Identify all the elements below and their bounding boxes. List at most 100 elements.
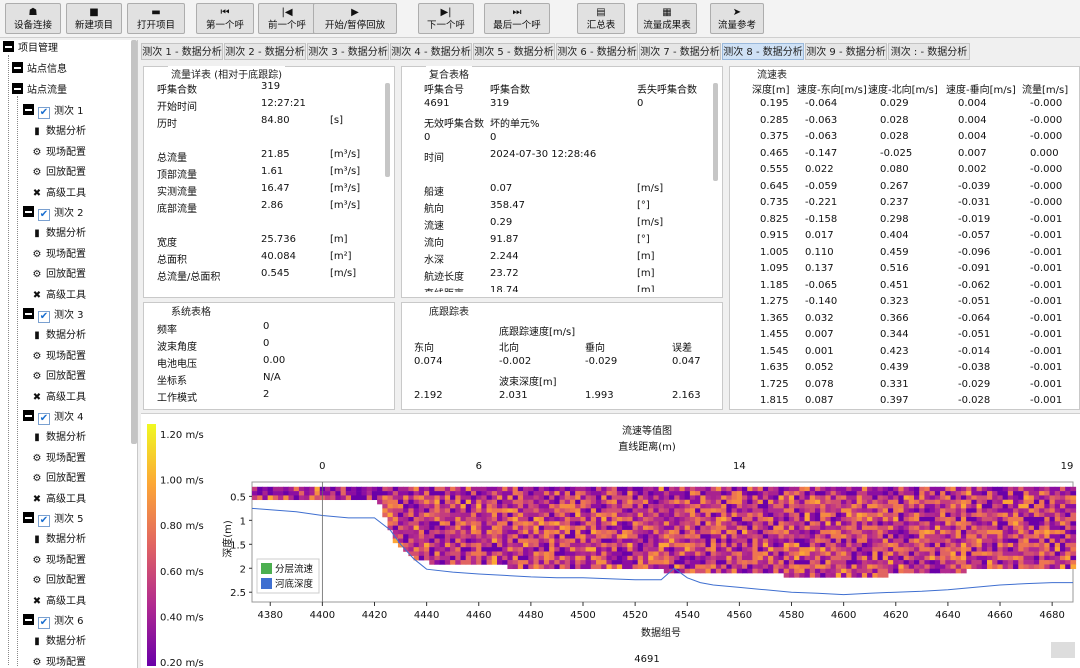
tree-measurement-5-child[interactable]: ✖ 高级工具 [31,592,86,612]
tree-measurement-2-child[interactable]: ⚙ 回放配置 [31,265,86,285]
heatmap-cell [747,491,753,496]
tree-measurement-1-child[interactable]: ⚙ 现场配置 [31,143,86,163]
toolbar-button-3[interactable]: ⏮ 第一个呼 [196,3,254,34]
tree-measurement-6-child[interactable]: ▮ 数据分析 [31,632,86,652]
heatmap-cell [470,542,477,548]
toolbar-button-4[interactable]: |◀ 前一个呼 [258,3,316,34]
tree-measurement-5-child[interactable]: ▮ 数据分析 [31,530,86,550]
collapse-icon[interactable] [23,512,34,523]
heatmap-cell [418,538,425,544]
tree-measurement-5-child[interactable]: ⚙ 现场配置 [31,551,86,571]
collapse-icon[interactable] [3,41,14,52]
checkbox-checked-icon[interactable]: ✔ [38,617,50,629]
collapse-icon[interactable] [23,104,34,115]
heatmap-cell [882,555,889,561]
checkbox-checked-icon[interactable]: ✔ [38,515,50,527]
tree-measurement-3-child[interactable]: ⚙ 回放配置 [31,367,86,387]
tree-measurement-4-child[interactable]: ▮ 数据分析 [31,428,86,448]
bottom-track-title: 底跟踪表 [426,303,472,318]
tree-measurement-6-child[interactable]: ⚙ 现场配置 [31,653,86,668]
tab-measurement-4[interactable]: 测次 4 - 数据分析 [390,43,472,60]
checkbox-checked-icon[interactable]: ✔ [38,209,50,221]
heatmap-cell [809,551,816,557]
heatmap-cell [1070,499,1077,505]
heatmap-cell [825,542,832,548]
heatmap-cell [507,486,514,492]
tab-measurement-6[interactable]: 测次 6 - 数据分析 [556,43,638,60]
checkbox-checked-icon[interactable]: ✔ [38,311,50,323]
tree-measurement-1-child[interactable]: ⚙ 回放配置 [31,163,86,183]
heatmap-cell [413,516,420,522]
heatmap-cell [616,555,623,561]
heatmap-cell [429,542,435,548]
heatmap-cell [408,495,415,501]
toolbar-button-9[interactable]: ▦ 流量成果表 [637,3,697,34]
tree-measurement-5-child[interactable]: ⚙ 回放配置 [31,571,86,591]
tree-measurement-5[interactable]: ✔ 测次 5 [23,510,84,530]
tab-measurement-8[interactable]: 测次 8 - 数据分析 [722,43,804,60]
heatmap-cell [564,525,571,531]
collapse-icon[interactable] [23,614,34,625]
tree-measurement-1[interactable]: ✔ 测次 1 [23,102,84,122]
tree-measurement-3[interactable]: ✔ 测次 3 [23,306,84,326]
toolbar-button-1[interactable]: ■ 新建项目 [66,3,122,34]
toolbar-button-8[interactable]: ▤ 汇总表 [577,3,625,34]
tab-measurement-5[interactable]: 测次 5 - 数据分析 [473,43,555,60]
tree-measurement-4-child[interactable]: ⚙ 回放配置 [31,469,86,489]
heatmap-cell [898,525,905,531]
tree-site-info[interactable]: 站点信息 [12,60,67,80]
tree-measurement-2-child[interactable]: ✖ 高级工具 [31,286,86,306]
tab-measurement-10[interactable]: 测次 : - 数据分析 [888,43,970,60]
velocity-cell: -0.001 [1030,312,1063,324]
toolbar-button-5[interactable]: ▶ 开始/暂停回放 [313,3,397,34]
flow-detail-scrollbar[interactable] [385,83,390,177]
heatmap-cell [1059,538,1066,544]
tree-measurement-2-child[interactable]: ▮ 数据分析 [31,224,86,244]
tree-measurement-4-child[interactable]: ⚙ 现场配置 [31,449,86,469]
toolbar-button-10[interactable]: ➤ 流量参考 [710,3,764,34]
heatmap-cell [648,564,654,570]
tree-measurement-2-child[interactable]: ⚙ 现场配置 [31,245,86,265]
heatmap-cell [1054,512,1061,518]
collapse-icon[interactable] [12,62,23,73]
heatmap-cell [929,521,936,526]
tree-measurement-2[interactable]: ✔ 测次 2 [23,204,84,224]
heatmap-cell [976,516,983,522]
tab-measurement-2[interactable]: 测次 2 - 数据分析 [224,43,306,60]
composite-scrollbar[interactable] [713,83,718,181]
checkbox-checked-icon[interactable]: ✔ [38,413,50,425]
heatmap-cell [470,525,477,531]
tab-measurement-7[interactable]: 测次 7 - 数据分析 [639,43,721,60]
tree-measurement-1-child[interactable]: ✖ 高级工具 [31,184,86,204]
tab-measurement-3[interactable]: 测次 3 - 数据分析 [307,43,389,60]
tree-measurement-6[interactable]: ✔ 测次 6 [23,612,84,632]
collapse-icon[interactable] [23,308,34,319]
heatmap-cell [455,542,462,548]
resize-grip[interactable] [1051,642,1075,658]
heatmap-cell [669,560,675,565]
toolbar-button-0[interactable]: ☗ 设备连接 [5,3,61,34]
tree-measurement-3-child[interactable]: ⚙ 现场配置 [31,347,86,367]
toolbar-button-7[interactable]: ⏭ 最后一个呼 [484,3,550,34]
heatmap-cell [491,499,498,505]
collapse-icon[interactable] [23,410,34,421]
heatmap-cell [559,495,566,501]
tree-measurement-1-child[interactable]: ▮ 数据分析 [31,122,86,142]
heatmap-cell [804,573,811,578]
collapse-icon[interactable] [23,206,34,217]
tree-measurement-3-child[interactable]: ✖ 高级工具 [31,388,86,408]
tab-measurement-1[interactable]: 测次 1 - 数据分析 [141,43,223,60]
tree-measurement-4-child[interactable]: ✖ 高级工具 [31,490,86,510]
tree-measurement-3-child[interactable]: ▮ 数据分析 [31,326,86,346]
checkbox-checked-icon[interactable]: ✔ [38,107,50,119]
heatmap-cell [715,551,722,557]
tree-measurement-4[interactable]: ✔ 测次 4 [23,408,84,428]
toolbar-button-6[interactable]: ▶| 下一个呼 [418,3,474,34]
tree-scrollbar[interactable] [131,40,137,444]
tree-root[interactable]: 项目管理 [3,40,58,59]
collapse-icon[interactable] [12,83,23,94]
tree-site-flow[interactable]: 站点流量 [12,81,67,101]
heatmap-cell [736,529,743,535]
tab-measurement-9[interactable]: 测次 9 - 数据分析 [805,43,887,60]
toolbar-button-2[interactable]: ▬ 打开项目 [127,3,185,34]
